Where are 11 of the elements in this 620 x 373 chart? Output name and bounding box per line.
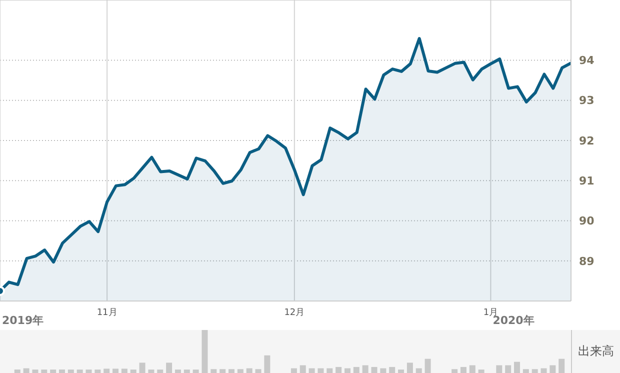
x-tick-label: 11月 [96,308,118,318]
y-axis-title: 出来高 [571,330,620,373]
y-tick-label: 90 [579,214,595,228]
y-tick-label: 94 [579,54,595,68]
y-tick-label: 92 [579,134,594,148]
x-tick-label: 12月 [284,308,305,318]
text: 2019年 [2,314,44,328]
y-tick-label: 89 [579,254,594,268]
text: 2020年 [492,314,534,328]
y-tick-label: 93 [579,94,594,108]
y-tick-label: 91 [579,174,594,188]
